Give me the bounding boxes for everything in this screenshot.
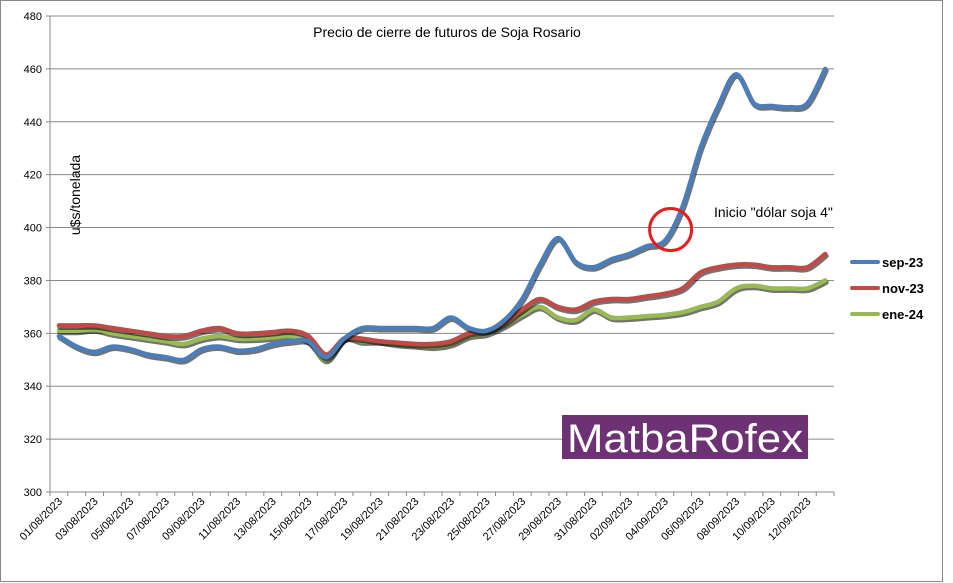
- legend-label-nov-23: nov-23: [882, 281, 924, 296]
- series-line-nov-23: [56, 251, 828, 357]
- legend-label-sep-23: sep-23: [882, 255, 923, 270]
- annotation-circle-marker: [648, 207, 694, 253]
- y-tick-label: 340: [24, 381, 42, 393]
- annotation-text: Inicio "dólar soja 4": [714, 204, 833, 220]
- annotation: Inicio "dólar soja 4": [648, 204, 833, 253]
- y-tick-label: 460: [24, 64, 42, 76]
- y-tick-label: 440: [24, 117, 42, 129]
- watermark-text: MatbaRofex: [567, 417, 803, 461]
- watermark-background: [562, 415, 808, 459]
- y-tick-label: 400: [24, 223, 42, 235]
- legend-label-ene-24: ene-24: [882, 307, 924, 322]
- y-tick-label: 320: [24, 434, 42, 446]
- y-tick-labels: 300 320 340 360 380 400 420 440 460 480: [24, 11, 42, 499]
- axes: [46, 15, 835, 496]
- series-lines: [56, 66, 829, 365]
- legend: sep-23 nov-23 ene-24: [850, 255, 924, 322]
- y-axis-label: u$s/tonelada: [67, 155, 83, 235]
- y-tick-label: 380: [24, 275, 42, 287]
- y-tick-label: 480: [24, 11, 42, 23]
- watermark: MatbaRofex: [562, 415, 808, 461]
- series-line-sep-23: [56, 66, 828, 363]
- y-tick-label: 360: [24, 328, 42, 340]
- y-tick-label: 300: [24, 487, 42, 499]
- y-tick-label: 420: [24, 170, 42, 182]
- chart-title: Precio de cierre de futuros de Soja Rosa…: [313, 24, 581, 40]
